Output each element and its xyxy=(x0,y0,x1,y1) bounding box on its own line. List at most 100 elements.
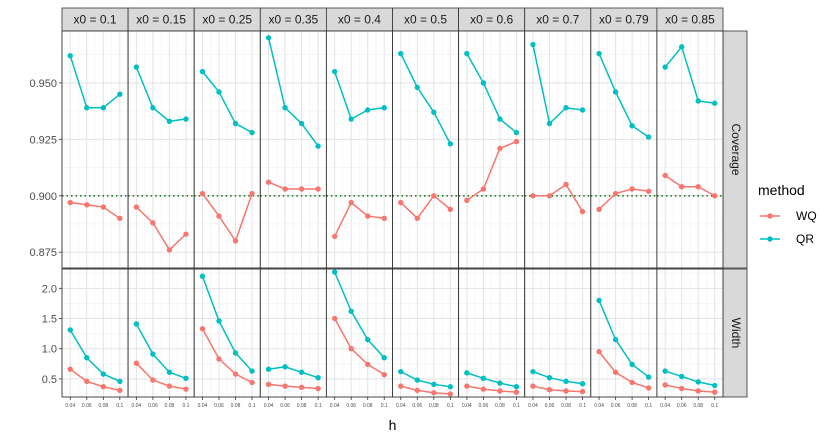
y-tick-label: 0.875 xyxy=(29,247,57,259)
data-point-qr xyxy=(216,318,222,324)
x-tick-label: 0.04 xyxy=(264,403,274,409)
x-tick-label: 0.1 xyxy=(579,403,586,409)
column-strip-label: x0 = 0.1 xyxy=(74,13,117,27)
series-line-qr xyxy=(267,37,319,147)
data-point-wq xyxy=(67,366,73,372)
x-tick-label: 0.06 xyxy=(148,403,158,409)
data-point-wq xyxy=(166,247,173,253)
data-point-qr xyxy=(100,371,107,377)
facet-panel xyxy=(259,30,327,269)
y-tick-label: 1.5 xyxy=(42,314,57,326)
data-point-wq xyxy=(183,386,189,392)
y-tick-label: 0.5 xyxy=(42,374,57,386)
facet-panel xyxy=(127,268,195,398)
data-point-wq xyxy=(431,193,437,199)
x-tick-label: 0.06 xyxy=(611,403,621,409)
x-tick-label: 0.08 xyxy=(231,403,241,409)
data-point-qr xyxy=(612,336,619,343)
series-line-qr xyxy=(466,53,517,134)
data-point-qr xyxy=(348,308,354,314)
series-line-qr xyxy=(69,55,121,109)
data-point-wq xyxy=(265,381,272,388)
data-point-qr xyxy=(150,351,156,357)
facet-panel xyxy=(193,30,261,269)
x-tick-label: 0.1 xyxy=(645,403,652,409)
facet-panel xyxy=(458,30,526,269)
y-tick-label: 1.0 xyxy=(42,344,57,356)
data-point-qr xyxy=(216,89,222,95)
data-point-wq xyxy=(579,388,586,395)
data-point-qr xyxy=(117,378,123,385)
series-line-wq xyxy=(466,385,517,393)
data-point-qr xyxy=(447,141,454,147)
x-tick-label: 0.06 xyxy=(677,403,687,409)
facet-panel xyxy=(656,268,724,398)
data-point-wq xyxy=(695,388,701,394)
data-point-qr xyxy=(414,84,420,91)
data-point-qr xyxy=(265,366,272,372)
data-point-qr xyxy=(414,377,420,383)
data-point-wq xyxy=(513,389,520,395)
data-point-wq xyxy=(183,231,189,237)
data-point-wq xyxy=(282,186,288,192)
data-point-wq xyxy=(497,145,503,152)
data-point-wq xyxy=(414,387,420,394)
column-strip-label: x0 = 0.79 xyxy=(599,13,649,27)
x-tick-label: 0.1 xyxy=(711,403,718,409)
data-point-wq xyxy=(348,199,354,206)
x-tick-label: 0.06 xyxy=(280,403,290,409)
data-point-wq xyxy=(398,383,404,389)
x-tick-label: 0.06 xyxy=(214,403,224,409)
data-point-qr xyxy=(298,369,305,375)
data-point-wq xyxy=(546,193,553,199)
data-point-wq xyxy=(464,383,470,389)
data-point-wq xyxy=(447,206,454,213)
x-tick-label: 0.04 xyxy=(65,403,75,409)
data-point-qr xyxy=(563,105,569,111)
data-point-wq xyxy=(216,213,222,219)
data-point-qr xyxy=(331,68,338,75)
data-point-qr xyxy=(695,379,701,385)
x-tick-label: 0.08 xyxy=(297,403,307,409)
x-tick-label: 0.08 xyxy=(495,403,505,409)
facet-panels: x0 = 0.1 x0 = 0.15 x0 = 0.25 x0 = 0.35 x0 = … xyxy=(61,7,748,398)
series-line-wq xyxy=(69,368,121,392)
data-point-qr xyxy=(662,64,668,70)
series-line-wq xyxy=(400,194,451,220)
x-tick-label: 0.08 xyxy=(363,403,373,409)
column-strip-label: x0 = 0.4 xyxy=(338,13,381,27)
data-point-wq xyxy=(712,193,718,199)
data-point-wq xyxy=(100,384,107,390)
data-point-wq xyxy=(331,315,338,322)
data-point-wq xyxy=(133,204,140,210)
data-point-wq xyxy=(645,385,652,391)
series-line-qr xyxy=(532,44,583,126)
x-tick-label: 0.1 xyxy=(249,403,256,409)
series-line-qr xyxy=(664,45,715,104)
data-point-wq xyxy=(117,387,123,394)
column-strip-label: x0 = 0.6 xyxy=(470,13,513,27)
facet-panel xyxy=(127,30,195,269)
series-line-wq xyxy=(400,385,451,395)
data-point-wq xyxy=(431,390,437,396)
data-point-wq xyxy=(579,208,586,215)
data-point-wq xyxy=(84,202,90,208)
data-point-qr xyxy=(464,370,470,376)
data-point-qr xyxy=(315,143,321,149)
x-tick-label: 0.1 xyxy=(116,403,123,409)
series-line-wq xyxy=(664,384,715,393)
data-point-wq xyxy=(645,188,652,194)
column-strip-label: x0 = 0.25 xyxy=(202,13,252,27)
data-point-qr xyxy=(645,134,652,140)
data-point-qr xyxy=(629,123,635,129)
series-line-qr xyxy=(201,275,253,372)
data-point-wq xyxy=(315,186,321,192)
data-point-qr xyxy=(249,368,255,374)
data-point-wq xyxy=(678,184,685,190)
data-point-qr xyxy=(84,105,90,111)
series-line-qr xyxy=(333,271,385,359)
facet-panel xyxy=(325,268,393,398)
series-line-qr xyxy=(400,53,452,145)
facet-panel xyxy=(259,268,327,398)
series-line-wq xyxy=(135,362,187,390)
